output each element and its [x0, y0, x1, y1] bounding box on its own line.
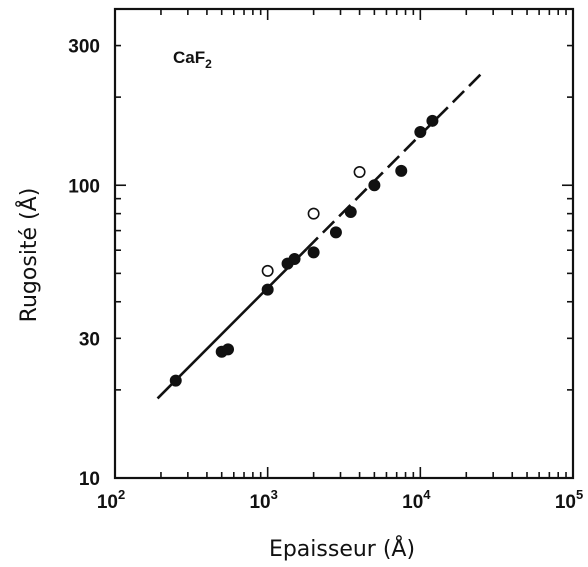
axis-ticks — [114, 8, 573, 479]
y-axis-title: Rugosité (Å) — [15, 188, 42, 323]
material-label: CaF2 — [173, 48, 212, 71]
filled-data-point — [288, 252, 301, 265]
fit-line-dashed — [305, 73, 483, 250]
x-tick-label: 104 — [402, 487, 431, 513]
filled-data-point — [344, 206, 357, 219]
filled-data-point — [395, 164, 408, 177]
plot-frame — [113, 7, 575, 480]
filled-data-point — [368, 179, 381, 192]
y-tick-label: 100 — [68, 176, 100, 197]
open-data-point — [261, 264, 274, 277]
x-tick-label: 103 — [249, 487, 277, 513]
fit-line-solid — [156, 247, 308, 400]
filled-data-point — [261, 283, 274, 296]
x-tick-label: 105 — [555, 487, 583, 513]
filled-data-point — [307, 246, 320, 259]
y-tick-label: 30 — [79, 329, 100, 350]
filled-data-point — [329, 226, 342, 239]
filled-data-point — [426, 114, 439, 127]
tick-labels: 102 103 104 105 10 30 100 300 — [68, 37, 583, 513]
y-tick-label: 300 — [68, 37, 100, 58]
filled-data-point — [222, 343, 235, 356]
open-data-point — [353, 165, 366, 178]
data-marks — [156, 73, 483, 400]
y-tick-label: 10 — [79, 469, 100, 490]
filled-data-point — [169, 374, 182, 387]
filled-data-point — [414, 126, 427, 139]
x-tick-label: 102 — [97, 487, 125, 513]
open-data-point — [307, 207, 320, 220]
x-axis-title: Epaisseur (Å) — [269, 535, 415, 562]
